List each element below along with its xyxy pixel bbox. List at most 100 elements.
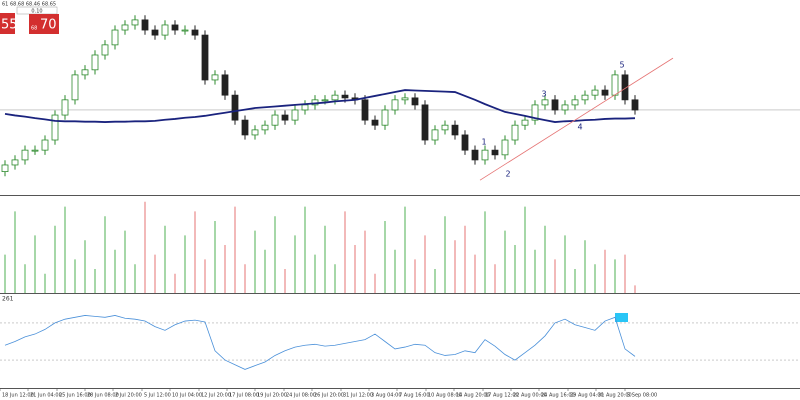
- candle-body: [431, 129, 439, 141]
- x-tick-label: 17 Jul 08:00: [229, 393, 259, 399]
- x-tick-label: 10 Aug 08:00: [428, 393, 462, 399]
- candle-body: [191, 29, 199, 36]
- candle-body: [591, 89, 599, 96]
- x-tick-label: 25 Jun 16:00: [59, 393, 91, 399]
- candle-body: [581, 94, 589, 101]
- x-tick-label: 29 Aug 04:00: [570, 393, 604, 399]
- x-tick-label: 5 Sep 08:00: [627, 393, 657, 399]
- candle-body: [391, 99, 399, 111]
- candle-body: [81, 69, 89, 76]
- candle-body: [521, 119, 529, 126]
- candle-body: [421, 104, 429, 141]
- x-tick-label: 24 Aug 16:00: [541, 393, 575, 399]
- candle-body: [381, 109, 389, 126]
- candle-body: [171, 24, 179, 31]
- candle-body: [111, 29, 119, 46]
- buy-price-small[interactable]: 68: [31, 26, 37, 32]
- candle-body: [141, 19, 149, 31]
- candle-body: [291, 109, 299, 121]
- candle-body: [71, 74, 79, 101]
- candle-body: [501, 139, 509, 156]
- candle-body: [161, 24, 169, 36]
- candle-body: [411, 97, 419, 106]
- x-tick-label: 28 Jun 08:00: [87, 393, 119, 399]
- x-tick-label: 10 Jul 04:00: [172, 393, 202, 399]
- candle-body: [1, 164, 9, 173]
- candle-body: [61, 99, 69, 116]
- candle-body: [251, 129, 259, 136]
- candle-body: [401, 97, 409, 101]
- candle-body: [511, 124, 519, 141]
- rsi-line: [4, 315, 636, 370]
- candle-body: [331, 94, 339, 101]
- rsi-label: 261: [2, 296, 14, 303]
- candle-body: [341, 94, 349, 99]
- candle-body: [221, 74, 229, 96]
- sell-price[interactable]: 55: [1, 18, 18, 33]
- rsi-highlight: [615, 313, 628, 322]
- buy-price-large[interactable]: 70: [40, 18, 57, 33]
- candle-body: [301, 104, 309, 111]
- candle-body: [551, 99, 559, 111]
- candle-body: [461, 134, 469, 151]
- candle-body: [281, 114, 289, 121]
- candle-body: [371, 119, 379, 126]
- candle-body: [131, 19, 139, 26]
- x-tick-label: 3 Aug 04:00: [371, 393, 402, 399]
- candle-body: [101, 44, 109, 56]
- candle-body: [51, 114, 59, 141]
- candle-body: [91, 54, 99, 71]
- candle-body: [11, 159, 19, 166]
- x-tick-label: 14 Aug 20:00: [456, 393, 490, 399]
- x-tick-label: 22 Aug 00:00: [513, 393, 547, 399]
- trendline: [479, 57, 674, 181]
- candle-body: [211, 74, 219, 81]
- candle-body: [41, 139, 49, 151]
- wave-label: 4: [577, 123, 582, 132]
- candle-body: [151, 29, 159, 36]
- candle-body: [601, 89, 609, 96]
- candle-body: [531, 104, 539, 121]
- candle-body: [201, 34, 209, 81]
- candle-body: [231, 94, 239, 121]
- x-tick-label: 12 Jul 20:00: [201, 393, 231, 399]
- x-tick-label: 18 Jun 12:00: [2, 393, 34, 399]
- lot[interactable]: 0.10: [31, 9, 42, 15]
- candle-body: [261, 124, 269, 131]
- x-tick-label: 26 Jul 20:00: [314, 393, 344, 399]
- sell-button[interactable]: [0, 13, 15, 34]
- x-tick-label: 19 Jul 20:00: [257, 393, 287, 399]
- candle-body: [31, 149, 39, 152]
- x-tick-label: 2 Jul 20:00: [115, 393, 142, 399]
- candle-body: [241, 119, 249, 136]
- candle-body: [451, 124, 459, 136]
- quote: 61 68.68 68.46 68.65: [2, 2, 56, 8]
- candle-body: [321, 99, 329, 102]
- candle-body: [571, 99, 579, 106]
- moving-average: [4, 89, 636, 123]
- candle-body: [181, 29, 189, 32]
- x-tick-label: 7 Aug 16:00: [399, 393, 430, 399]
- trade-panel: 61 68.68 68.46 68.65 55 0.10 BUY 68 70: [0, 2, 59, 34]
- candle-body: [561, 104, 569, 111]
- wave-label: 3: [541, 89, 546, 98]
- candle-body: [611, 74, 619, 96]
- x-tick-label: 31 Jul 12:00: [343, 393, 373, 399]
- x-tick-label: 5 Jul 12:00: [144, 393, 171, 399]
- candle-body: [361, 99, 369, 121]
- x-tick-label: 31 Aug 20:00: [598, 393, 632, 399]
- buy-label[interactable]: BUY: [47, 9, 58, 15]
- candle-body: [631, 99, 639, 111]
- buy-button[interactable]: [29, 14, 59, 34]
- candle-body: [121, 24, 129, 31]
- wave-label: 1: [481, 137, 486, 146]
- wave-label: 5: [619, 61, 624, 70]
- wave-label: 2: [505, 169, 510, 178]
- candle-body: [21, 149, 29, 161]
- candle-body: [621, 74, 629, 101]
- x-tick-label: 17 Aug 12:00: [485, 393, 519, 399]
- candle-body: [441, 124, 449, 131]
- candle-body: [541, 99, 549, 106]
- candle-body: [481, 149, 489, 161]
